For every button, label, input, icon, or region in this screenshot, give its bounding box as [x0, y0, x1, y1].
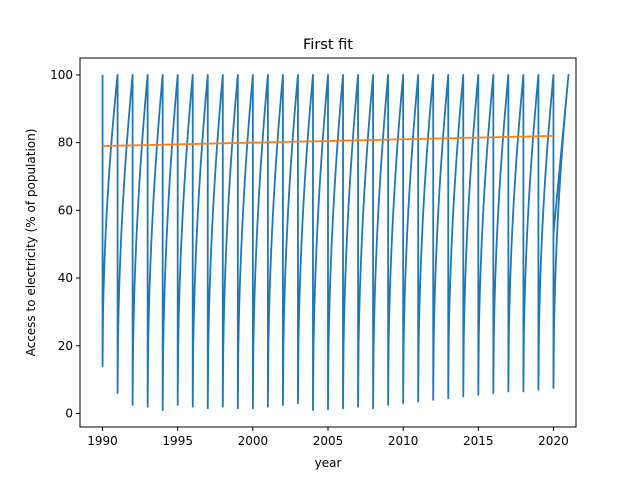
x-tick-label: 2000 [238, 434, 269, 448]
y-axis-ticks: 0 20 40 60 80 100 [50, 68, 80, 420]
x-tick-label: 2015 [463, 434, 494, 448]
x-axis-label: year [315, 456, 342, 470]
y-tick-label: 20 [58, 339, 73, 353]
x-tick-label: 2010 [388, 434, 419, 448]
x-axis-ticks: 1990 1995 2000 2005 2010 2015 2020 [87, 427, 569, 448]
y-tick-label: 0 [65, 406, 73, 420]
x-tick-label: 2005 [313, 434, 344, 448]
x-tick-label: 1990 [87, 434, 118, 448]
y-tick-label: 100 [50, 68, 73, 82]
fit-line [102, 134, 554, 147]
x-tick-label: 1995 [162, 434, 193, 448]
x-tick-label: 2020 [538, 434, 569, 448]
y-tick-label: 60 [58, 203, 73, 217]
plot-lines [101, 74, 570, 411]
y-tick-label: 40 [58, 271, 73, 285]
y-axis-label: Access to electricity (% of population) [24, 129, 38, 357]
data-series-line [101, 74, 570, 411]
chart-title: First fit [303, 37, 353, 53]
y-tick-label: 80 [58, 136, 73, 150]
